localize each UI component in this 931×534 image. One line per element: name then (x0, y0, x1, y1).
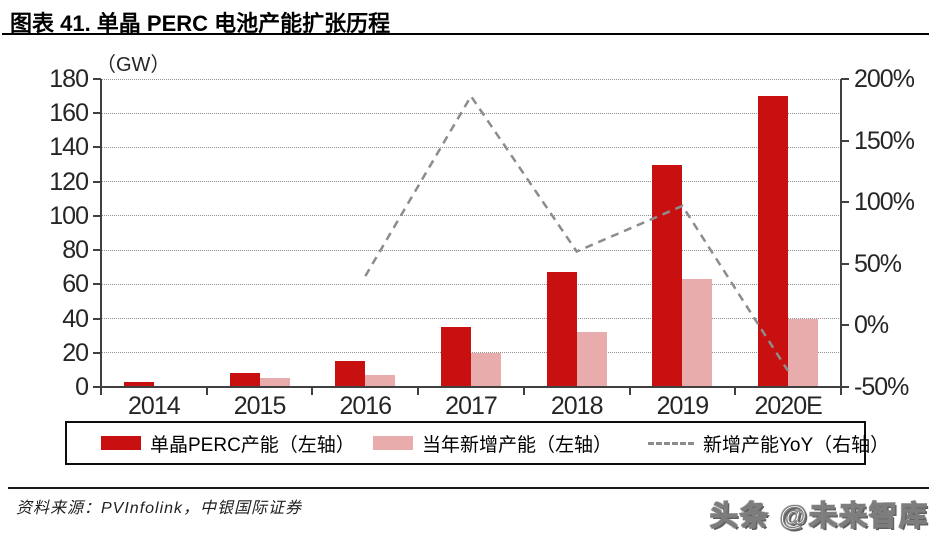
gridline (101, 181, 841, 183)
right-axis-tick-label: 200% (854, 65, 915, 93)
x-axis-category-label: 2017 (445, 392, 498, 420)
new-capacity-bar (682, 279, 713, 387)
gridline (101, 146, 841, 148)
left-axis-tick-label: 20 (62, 338, 89, 367)
left-axis-tick (93, 146, 101, 149)
legend-item-new-capacity: 当年新增产能（左轴） (373, 423, 612, 463)
x-axis-tick (417, 388, 420, 395)
gridline (101, 318, 841, 320)
new-capacity-bar (471, 352, 501, 387)
gridline (101, 249, 841, 251)
left-axis-tick (93, 78, 101, 80)
gridline (101, 283, 841, 285)
perc-capacity-bar (758, 96, 789, 387)
left-axis-tick-label: 40 (62, 304, 89, 333)
left-axis-tick (93, 180, 101, 183)
left-axis-tick-label: 120 (49, 167, 89, 196)
left-axis-line (100, 79, 102, 388)
left-axis-tick-label: 100 (49, 201, 89, 230)
x-axis-tick (840, 388, 842, 395)
pink-bar-swatch-icon (373, 436, 413, 450)
source-note: 资料来源：PVInfolink，中银国际证券 (16, 500, 303, 517)
new-capacity-bar (576, 332, 607, 387)
left-axis-tick (93, 386, 101, 388)
legend-item-yoy: 新增产能YoY（右轴） (648, 423, 889, 463)
right-axis-tick-label: 100% (854, 188, 915, 217)
right-axis-tick-label: 0% (854, 311, 889, 340)
left-axis-tick-label: 180 (49, 65, 89, 93)
left-axis-tick (93, 249, 101, 252)
x-axis-category-label: 2019 (656, 392, 710, 420)
x-axis-tick (100, 388, 102, 395)
right-axis-tick-label: 150% (854, 126, 915, 155)
left-axis-unit-label: （GW） (96, 54, 171, 76)
gridline (101, 78, 841, 80)
x-axis-category-label: 2020E (754, 392, 822, 420)
x-axis-tick (522, 388, 525, 395)
new-capacity-bar (365, 375, 396, 387)
legend: 单晶PERC产能（左轴） 当年新增产能（左轴） 新增产能YoY（右轴） (65, 421, 889, 465)
legend-label: 当年新增产能（左轴） (422, 434, 613, 456)
watermark: 头条 @未来智库 (709, 499, 929, 531)
footer-divider (8, 487, 929, 489)
legend-label: 单晶PERC产能（左轴） (150, 434, 355, 456)
right-axis-tick (841, 324, 849, 327)
perc-capacity-bar (229, 373, 260, 387)
left-axis-tick-label: 160 (49, 99, 89, 128)
perc-capacity-bar (546, 272, 577, 387)
right-axis-tick (841, 78, 849, 80)
left-axis-tick (93, 112, 101, 115)
red-bar-swatch-icon (101, 436, 141, 450)
legend-item-perc-capacity: 单晶PERC产能（左轴） (101, 423, 355, 463)
x-axis-tick (311, 388, 314, 395)
perc-capacity-bar (123, 381, 154, 387)
left-axis-tick (93, 214, 101, 217)
left-axis-tick-label: 140 (49, 133, 89, 162)
x-axis-category-label: 2018 (550, 392, 604, 420)
left-axis-tick-label: 80 (62, 236, 89, 265)
new-capacity-bar (259, 378, 290, 387)
title-divider (2, 33, 929, 35)
gridline (101, 112, 841, 114)
right-axis-line (840, 79, 842, 388)
gridline (101, 215, 841, 217)
perc-capacity-bar (652, 164, 683, 387)
right-axis-tick (841, 262, 849, 265)
right-axis-tick (841, 201, 849, 204)
right-axis-tick-label: -50% (854, 373, 909, 401)
perc-capacity-bar (335, 361, 366, 387)
left-axis-tick-label: 0 (75, 373, 89, 401)
right-axis-tick (841, 139, 849, 142)
left-axis-tick (93, 283, 101, 286)
left-axis-tick (93, 317, 101, 320)
x-axis-tick (205, 388, 208, 395)
x-axis-category-label: 2014 (128, 392, 181, 420)
left-axis-tick (93, 351, 101, 354)
x-axis-category-label: 2016 (339, 392, 392, 420)
x-axis-category-label: 2015 (233, 392, 287, 420)
x-axis-tick (628, 388, 631, 395)
perc-capacity-bar (441, 327, 471, 387)
dashed-line-swatch-icon (648, 441, 694, 445)
x-axis-line (100, 386, 842, 388)
left-axis-tick-label: 60 (62, 270, 89, 299)
right-axis-tick (841, 386, 849, 388)
new-capacity-bar (788, 318, 819, 387)
right-axis-tick-label: 50% (854, 249, 902, 278)
yoy-dashed-line (364, 93, 790, 372)
x-axis-tick (734, 388, 737, 395)
legend-label: 新增产能YoY（右轴） (703, 434, 890, 456)
figure-title: 图表 41. 单晶 PERC 电池产能扩张历程 (10, 11, 391, 36)
